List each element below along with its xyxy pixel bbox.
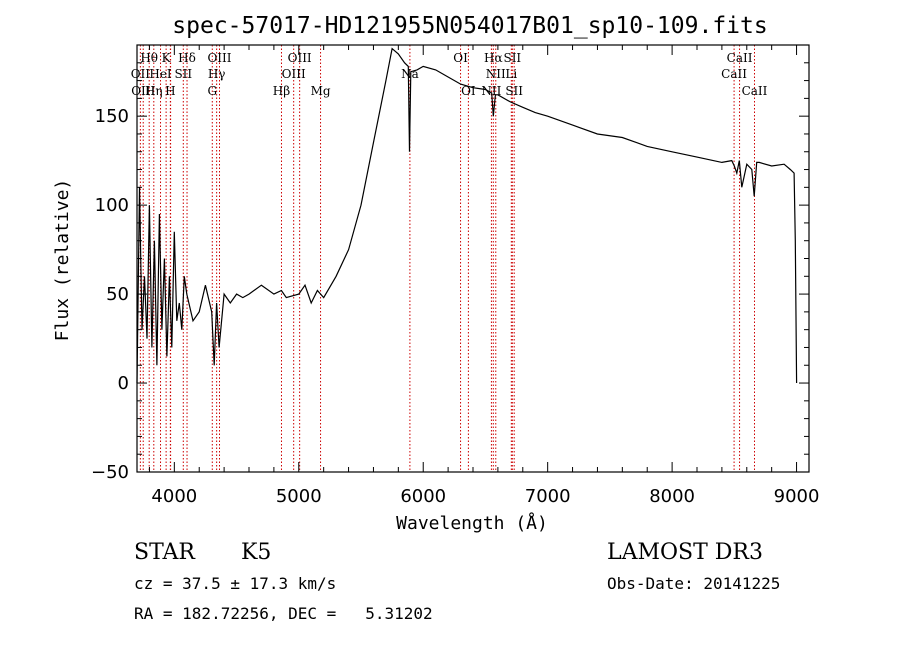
x-tick-label: 6000 [400, 486, 446, 507]
line-label: Hβ [273, 84, 290, 98]
line-label: Hη [145, 84, 163, 98]
line-label: G [207, 84, 217, 98]
line-label: CaII [721, 67, 747, 81]
x-tick-label: 4000 [151, 486, 197, 507]
line-label: HeI [149, 67, 172, 81]
line-label: OI [453, 51, 468, 65]
object-subclass: K5 [241, 540, 272, 565]
x-tick-label: 8000 [649, 486, 695, 507]
chart-title: spec-57017-HD121955N054017B01_sp10-109.f… [172, 13, 767, 39]
y-tick-label: −50 [91, 462, 129, 483]
line-label: NII [486, 67, 506, 81]
redshift-velocity: cz = 37.5 ± 17.3 km/s [134, 574, 337, 593]
line-label: SII [505, 84, 523, 98]
line-label: Hα [484, 51, 503, 65]
x-tick-label: 9000 [774, 486, 820, 507]
line-label: Hγ [208, 67, 226, 81]
object-class: STAR [134, 540, 195, 565]
x-tick-label: 7000 [525, 486, 571, 507]
line-label: CaII [742, 84, 768, 98]
line-label: OIII [282, 67, 306, 81]
y-tick-label: 150 [95, 106, 129, 127]
x-axis-label: Wavelength (Å) [396, 512, 548, 534]
line-label: H [165, 84, 175, 98]
emission-lines-layer [139, 45, 755, 472]
line-label: Hδ [178, 51, 196, 65]
spectrum-chart: spec-57017-HD121955N054017B01_sp10-109.f… [52, 13, 820, 534]
line-label: OII [131, 67, 151, 81]
plot-frame [136, 44, 810, 473]
coordinates: RA = 182.72256, DEC = 5.31202 [134, 604, 433, 623]
line-label: CaII [727, 51, 753, 65]
spectrum-series-line [136, 47, 798, 384]
line-label: Hθ [140, 51, 158, 65]
y-tick-label: 0 [118, 373, 129, 394]
y-tick-label: 100 [95, 195, 129, 216]
line-label: OIII [207, 51, 231, 65]
observation-date: Obs-Date: 20141225 [607, 574, 781, 593]
line-label: Mg [311, 84, 331, 98]
line-label: Na [401, 67, 419, 81]
axis-ticks-layer: 4000 5000 6000 7000 8000 9000 −50 0 50 100 150 [91, 44, 820, 507]
line-label: SII [174, 67, 192, 81]
line-label: K [162, 51, 172, 65]
line-label: Li [505, 67, 517, 81]
line-label: OIII [288, 51, 312, 65]
y-axis-label: Flux (relative) [52, 179, 73, 342]
y-tick-label: 50 [106, 284, 129, 305]
x-tick-label: 5000 [276, 486, 322, 507]
line-label: SII [503, 51, 521, 65]
survey-name: LAMOST DR3 [607, 540, 763, 565]
